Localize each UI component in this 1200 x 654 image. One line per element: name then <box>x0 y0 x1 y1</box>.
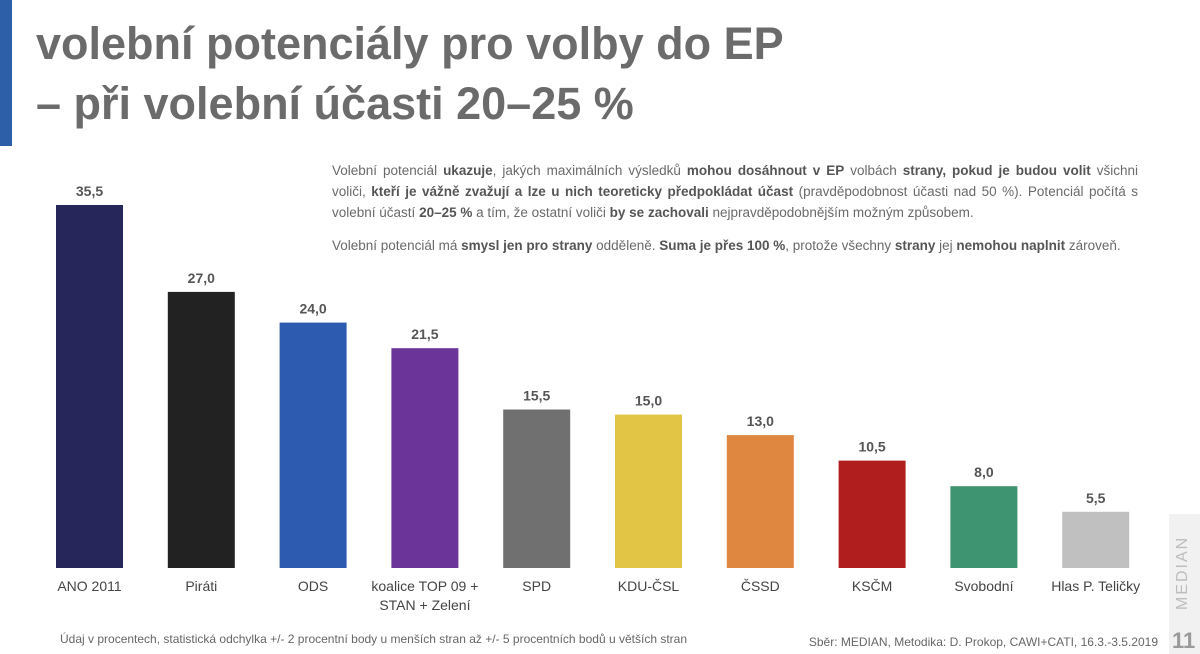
category-label: ODS <box>298 578 328 594</box>
note-run: zároveň. <box>1065 238 1121 253</box>
bar-value-label: 24,0 <box>299 301 326 317</box>
bar <box>56 205 123 568</box>
note-run: nemohou naplnit <box>956 238 1066 253</box>
note-run: jej <box>935 238 957 253</box>
category-label: Svobodní <box>954 578 1013 594</box>
bar-value-label: 13,0 <box>747 413 774 429</box>
note-run: nejpravděpodobnějším možným způsobem. <box>708 205 974 220</box>
note-run: smysl jen pro strany <box>461 238 593 253</box>
source-note: Sběr: MEDIAN, Metodika: D. Prokop, CAWI+… <box>808 635 1158 649</box>
bar-value-label: 27,0 <box>188 270 215 286</box>
note-run: kteří je vážně zvažují a lze u nich teor… <box>371 184 794 199</box>
bar-value-label: 8,0 <box>974 464 994 480</box>
note-run: , jakých maximálních výsledků <box>492 163 687 178</box>
note-run: by se zachovali <box>609 205 709 220</box>
category-label: STAN + Zelení <box>379 597 470 613</box>
page-number: 11 <box>1172 628 1196 653</box>
explanatory-note: Volební potenciál ukazuje, jakých maximá… <box>332 160 1138 268</box>
bar <box>838 460 906 568</box>
bar <box>391 348 459 568</box>
note-run: Suma je přes 100 % <box>659 238 786 253</box>
title-accent-bar <box>0 0 12 146</box>
note-run: strany, pokud je budou volit <box>902 163 1091 178</box>
bar <box>503 409 571 568</box>
note-run: odděleně. <box>592 238 660 253</box>
note-run: volbách <box>844 163 903 178</box>
note-run: , protože všechny <box>785 238 895 253</box>
bar-value-label: 5,5 <box>1086 490 1106 506</box>
note-run: Volební potenciál <box>332 163 444 178</box>
bar-value-label: 15,5 <box>523 388 550 404</box>
page-title-line-2: – při volební účasti 20–25 % <box>36 78 634 129</box>
bar <box>615 414 682 568</box>
category-label: ANO 2011 <box>57 578 122 594</box>
brand-box <box>1169 514 1200 654</box>
note-run: všichni voliči, <box>332 163 1138 199</box>
bar <box>1062 511 1130 568</box>
category-label: Piráti <box>185 578 217 594</box>
note-run: Volební potenciál má <box>332 238 462 253</box>
category-label: KSČM <box>852 578 892 594</box>
note-run: 20–25 % <box>419 205 473 220</box>
footnote: Údaj v procentech, statistická odchylka … <box>60 632 687 646</box>
bar <box>950 486 1018 568</box>
category-label: koalice TOP 09 + <box>371 578 478 594</box>
bar <box>167 291 235 568</box>
category-label: SPD <box>522 578 551 594</box>
note-run: a tím, že ostatní voliči <box>472 205 610 220</box>
note-run: strany <box>894 238 936 253</box>
bar-value-label: 35,5 <box>76 183 103 199</box>
bar-value-label: 10,5 <box>858 439 885 455</box>
note-run: (pravděpodobnost účasti nad 50 %). Poten… <box>332 184 1138 220</box>
category-label: Hlas P. Teličky <box>1051 578 1140 594</box>
brand-logo-text: MEDIAN <box>1174 535 1191 610</box>
bar <box>279 322 347 568</box>
category-label: ČSSD <box>741 578 780 594</box>
note-paragraph-1: Volební potenciál ukazuje, jakých maximá… <box>332 160 1138 223</box>
bar-value-label: 15,0 <box>635 393 662 409</box>
note-paragraph-2: Volební potenciál má smysl jen pro stran… <box>332 235 1138 256</box>
bar-value-label: 21,5 <box>411 326 438 342</box>
bar <box>726 435 794 568</box>
note-run: mohou dosáhnout v EP <box>686 163 845 178</box>
category-label: KDU-ČSL <box>618 578 680 594</box>
note-run: ukazuje <box>443 163 493 178</box>
page-title-line-1: volební potenciály pro volby do EP <box>36 18 784 69</box>
